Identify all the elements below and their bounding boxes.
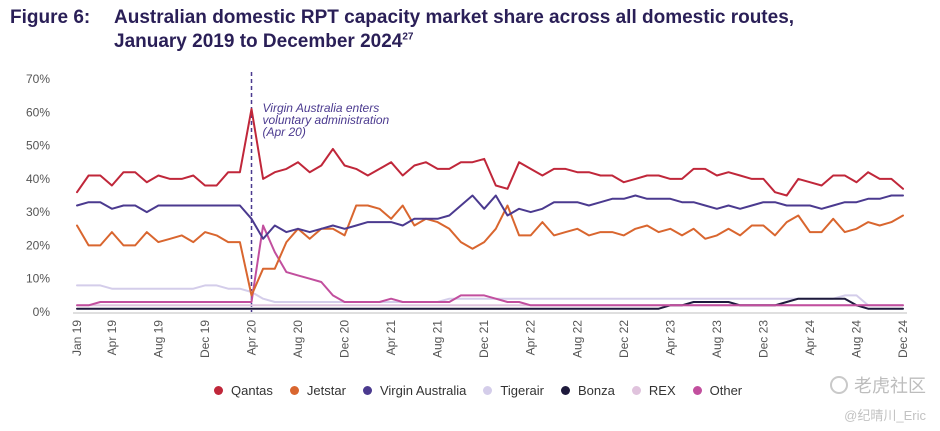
legend-swatch	[362, 386, 372, 395]
legend-item-other: Other	[692, 383, 743, 398]
legend-swatch	[214, 386, 223, 395]
legend-item-bonza: Bonza	[561, 383, 615, 398]
series-line-other	[76, 224, 904, 307]
legend-label: Bonza	[578, 383, 615, 398]
legend-swatch	[289, 386, 299, 395]
legend-label: Qantas	[231, 383, 273, 398]
x-tick-label: Aug 24	[849, 320, 863, 358]
y-tick-label: 20%	[26, 238, 50, 252]
y-tick-label: 40%	[26, 172, 50, 186]
legend-label: Virgin Australia	[379, 383, 467, 398]
y-tick-label: 60%	[26, 105, 50, 119]
title-line-1: Australian domestic RPT capacity market …	[114, 7, 795, 28]
y-tick-label: 10%	[26, 272, 50, 286]
x-tick-label: Dec 21	[477, 320, 491, 358]
chart-legend: Qantas Jetstar Virgin Australia Tigerair Bon…	[214, 383, 759, 398]
x-tick-label: Apr 22	[524, 320, 538, 356]
x-tick-label: Aug 19	[151, 320, 165, 358]
watermark-credit: @纪晴川_Eric	[844, 408, 926, 423]
legend-swatch	[631, 386, 641, 395]
series-line-qantas	[76, 108, 904, 197]
legend-label: Tigerair	[500, 383, 545, 398]
y-tick-label: 30%	[26, 205, 50, 219]
series-line-jetstar	[76, 204, 904, 297]
series-line-tigerair	[76, 284, 904, 307]
annotation-text: Virgin Australia enters	[263, 101, 380, 115]
y-tick-label: 50%	[26, 139, 50, 153]
legend-label: Jetstar	[306, 383, 346, 398]
annotation-text: (Apr 20)	[263, 125, 306, 139]
x-tick-label: Aug 22	[570, 320, 584, 358]
x-tick-label: Apr 20	[245, 320, 259, 356]
x-tick-label: Jan 19	[70, 320, 84, 356]
x-tick-label: Dec 22	[617, 320, 631, 358]
y-tick-label: 0%	[33, 305, 51, 319]
annotation-text: voluntary administration	[263, 113, 390, 127]
watermark-text: 老虎社区	[854, 376, 926, 396]
title-footnote: 27	[402, 31, 414, 43]
figure-label: Figure 6:	[10, 7, 91, 28]
x-tick-label: Apr 21	[384, 320, 398, 356]
series-line-virgin-australia	[76, 194, 904, 240]
watermark-logo-icon	[830, 376, 848, 394]
legend-item-qantas: Qantas	[214, 383, 273, 398]
legend-label: Other	[709, 383, 743, 398]
legend-item-tigerair: Tigerair	[483, 383, 544, 398]
legend-item-virgin-australia: Virgin Australia	[362, 383, 467, 398]
title-line-2: January 2019 to December 202427	[114, 30, 413, 53]
y-tick-label: 70%	[26, 72, 50, 86]
x-tick-label: Dec 19	[198, 320, 212, 358]
legend-item-rex: REX	[631, 383, 676, 398]
x-tick-label: Aug 23	[710, 320, 724, 358]
watermark: 老虎社区	[830, 372, 926, 398]
legend-swatch	[483, 386, 493, 395]
x-tick-label: Dec 24	[896, 320, 910, 358]
x-tick-label: Aug 20	[291, 320, 305, 358]
x-tick-label: Apr 24	[803, 320, 817, 356]
legend-item-jetstar: Jetstar	[289, 383, 346, 398]
x-tick-label: Dec 23	[756, 320, 770, 358]
legend-label: REX	[648, 383, 676, 398]
legend-swatch	[692, 386, 702, 395]
x-tick-label: Dec 20	[338, 320, 352, 358]
legend-swatch	[561, 386, 571, 395]
x-tick-label: Apr 23	[663, 320, 677, 356]
series-line-bonza	[76, 297, 904, 310]
x-tick-label: Aug 21	[431, 320, 445, 358]
x-tick-label: Apr 19	[105, 320, 119, 356]
title-line-2-text: January 2019 to December 2024	[114, 31, 403, 52]
